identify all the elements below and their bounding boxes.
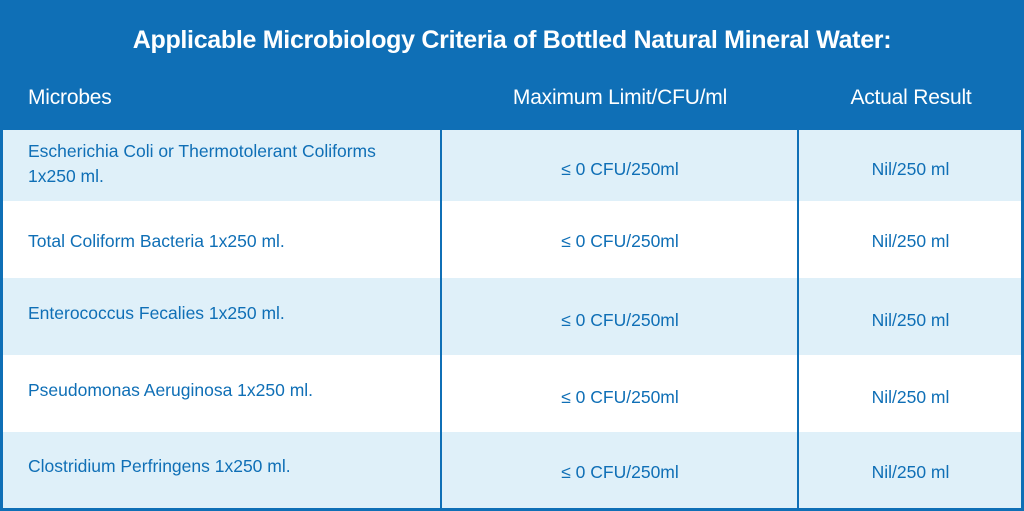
table-row: Escherichia Coli or Thermotolerant Colif…: [3, 130, 1021, 201]
limit-cell: ≤ 0 CFU/250ml: [561, 462, 679, 482]
microbe-name: Total Coliform Bacteria 1x250 ml.: [28, 231, 285, 251]
limit-cell: ≤ 0 CFU/250ml: [561, 387, 679, 407]
microbe-name: Pseudomonas Aeruginosa 1x250 ml.: [28, 380, 314, 400]
result-cell: Nil/250 ml: [871, 310, 950, 330]
column-header-limit: Maximum Limit/CFU/ml: [512, 86, 728, 109]
table-row: Total Coliform Bacteria 1x250 ml. ≤ 0 CF…: [3, 201, 1021, 278]
column-header-microbes: Microbes: [28, 86, 112, 109]
microbe-cell: Escherichia Coli or Thermotolerant Colif…: [28, 130, 438, 210]
result-cell: Nil/250 ml: [871, 159, 950, 179]
microbe-volume: 1x250 ml.: [28, 166, 104, 186]
table-header-row: Microbes Maximum Limit/CFU/ml Actual Res…: [0, 76, 1024, 130]
microbe-name: Clostridium Perfringens 1x250 ml.: [28, 456, 291, 476]
limit-cell: ≤ 0 CFU/250ml: [561, 310, 679, 330]
result-cell: Nil/250 ml: [871, 462, 950, 482]
result-cell: Nil/250 ml: [871, 387, 950, 407]
table-title: Applicable Microbiology Criteria of Bott…: [132, 26, 892, 54]
result-cell: Nil/250 ml: [871, 231, 950, 251]
microbe-name: Enterococcus Fecalies 1x250 ml.: [28, 303, 285, 323]
table-row: Pseudomonas Aeruginosa 1x250 ml. ≤ 0 CFU…: [3, 355, 1021, 432]
table-body: Escherichia Coli or Thermotolerant Colif…: [3, 130, 1021, 508]
column-divider: [797, 130, 799, 508]
table-row: Enterococcus Fecalies 1x250 ml. ≤ 0 CFU/…: [3, 278, 1021, 355]
column-header-result: Actual Result: [850, 86, 972, 109]
column-divider: [440, 130, 442, 508]
limit-cell: ≤ 0 CFU/250ml: [561, 231, 679, 251]
microbe-name: Escherichia Coli or Thermotolerant Colif…: [28, 141, 376, 161]
limit-cell: ≤ 0 CFU/250ml: [561, 159, 679, 179]
table-row: Clostridium Perfringens 1x250 ml. ≤ 0 CF…: [3, 432, 1021, 508]
